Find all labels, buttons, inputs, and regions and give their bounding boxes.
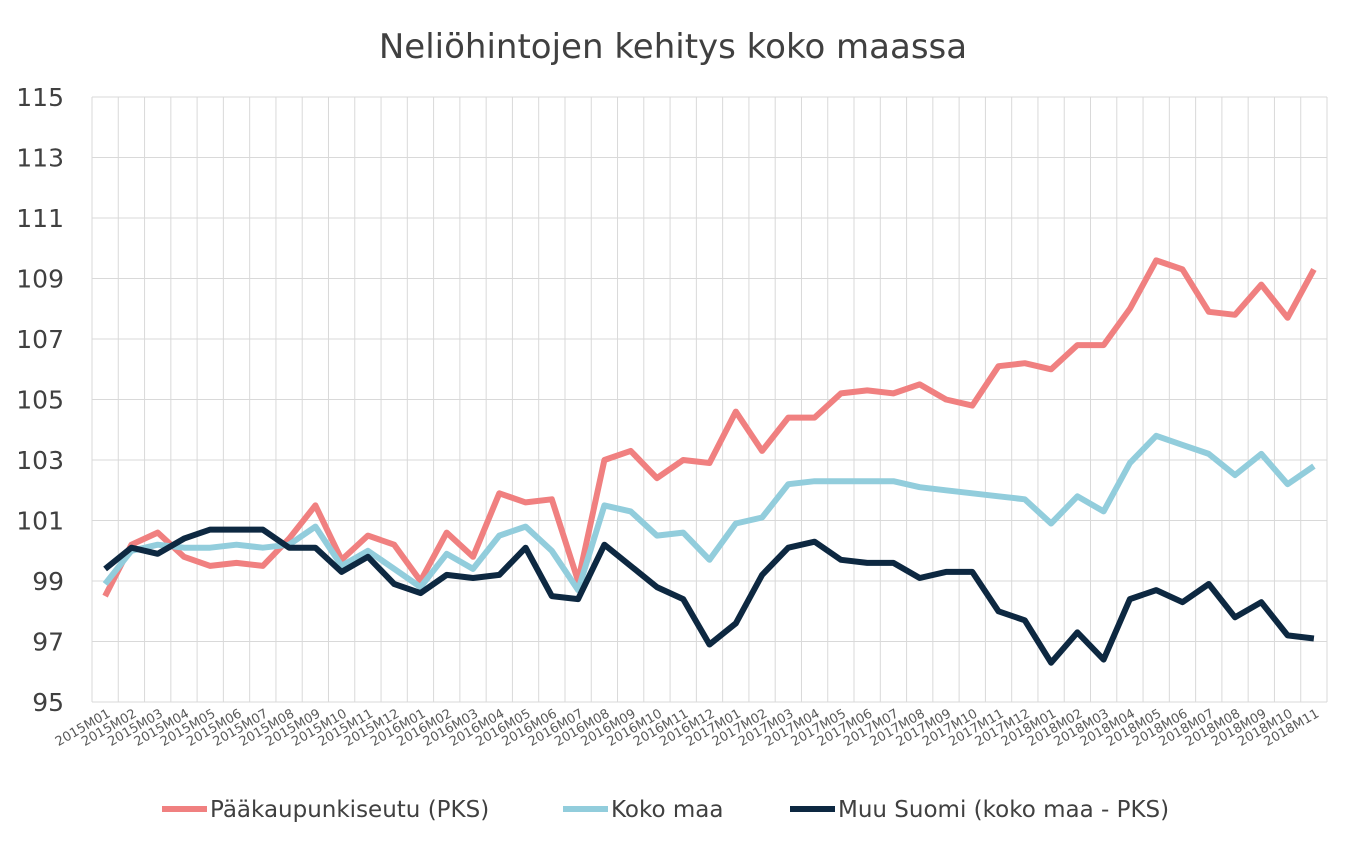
legend-label-1: Koko maa xyxy=(611,797,723,823)
y-tick-label: 97 xyxy=(32,628,64,657)
y-tick-label: 109 xyxy=(16,265,64,294)
y-tick-label: 99 xyxy=(32,567,64,596)
y-tick-label: 103 xyxy=(16,446,64,475)
y-tick-label: 101 xyxy=(16,507,64,536)
y-axis-ticks: 95 97 99 101 103 105 107 109 111 113 115 xyxy=(16,83,64,717)
x-axis-ticks: 2015M012015M022015M032015M042015M052015M… xyxy=(53,706,1322,749)
series-line-2 xyxy=(103,526,1315,666)
y-tick-label: 107 xyxy=(16,325,64,354)
y-tick-label: 95 xyxy=(32,688,64,717)
y-tick-label: 113 xyxy=(16,144,64,173)
legend-label-0: Pääkaupunkiseutu (PKS) xyxy=(210,797,489,823)
y-tick-label: 111 xyxy=(16,204,64,233)
legend-label-2: Muu Suomi (koko maa - PKS) xyxy=(838,797,1169,823)
grid-lines xyxy=(91,96,1328,703)
series-line-0 xyxy=(102,257,1317,598)
y-tick-label: 115 xyxy=(16,83,64,112)
legend: Pääkaupunkiseutu (PKS) Koko maa Muu Suomi … xyxy=(162,797,1169,823)
y-tick-label: 105 xyxy=(16,386,64,415)
series-lines xyxy=(102,257,1317,666)
chart-title: Neliöhintojen kehitys koko maassa xyxy=(379,27,967,67)
series-line-1 xyxy=(102,432,1316,594)
